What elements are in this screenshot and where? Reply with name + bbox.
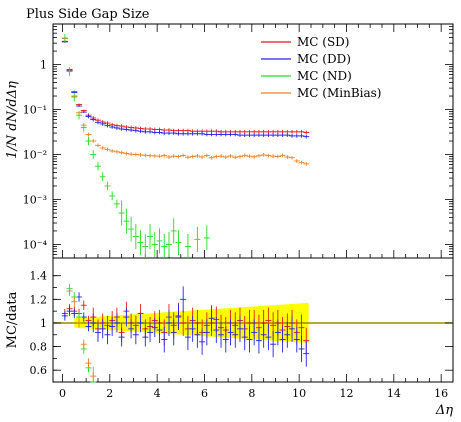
main-series-layer: [61, 34, 310, 258]
x-tick-label: 14: [387, 387, 401, 400]
x-tick-label: 0: [59, 387, 66, 400]
ratio-plot-frame: [52, 257, 454, 383]
ratio-series-nd: [66, 283, 97, 383]
x-tick-label: 6: [201, 387, 208, 400]
series-sd: [61, 40, 310, 135]
x-tick-label: 2: [106, 387, 113, 400]
x-tick-label: 16: [434, 387, 448, 400]
main-y-axis-label: 1/N dN/dΔη: [5, 81, 20, 159]
ratio-series-dd: [61, 286, 310, 367]
ratio-y-tick-label: 0.6: [30, 364, 48, 377]
series-dd: [61, 40, 310, 139]
legend-label-minbias: MC (MinBias): [297, 86, 381, 100]
ratio-series-layer: [61, 283, 310, 383]
chart-title: Plus Side Gap Size: [26, 7, 150, 22]
legend-label-sd: MC (SD): [297, 35, 350, 49]
main-y-tick-label: 10⁻²: [23, 149, 47, 162]
x-axis-label: Δη: [435, 403, 453, 418]
ratio-axes: 0.6 0.8 1 1.2 1.4 0 2 4 6 8 10 12 14 16: [30, 270, 453, 400]
series-nd: [61, 34, 210, 258]
main-y-tick-label: 10⁻⁴: [23, 238, 48, 251]
x-tick-label: 12: [339, 387, 353, 400]
main-plot-frame: [52, 23, 454, 259]
main-y-axis: 10⁻⁴ 10⁻³ 10⁻² 10⁻¹ 1: [23, 23, 453, 259]
x-tick-label: 10: [292, 387, 306, 400]
ratio-y-tick-label: 1.2: [30, 293, 48, 306]
ratio-y-tick-label: 0.8: [30, 341, 48, 354]
legend-label-dd: MC (DD): [297, 52, 351, 66]
main-y-tick-label: 10⁻¹: [23, 104, 47, 117]
x-tick-label: 4: [154, 387, 161, 400]
x-tick-label: 8: [248, 387, 255, 400]
ratio-y-tick-label: 1: [40, 317, 47, 330]
ratio-series-minbias: [66, 286, 97, 382]
ratio-y-tick-label: 1.4: [30, 270, 48, 283]
main-y-tick-label: 10⁻³: [23, 194, 47, 207]
ratio-y-axis-label: MC/data: [5, 291, 20, 348]
legend-label-nd: MC (ND): [297, 69, 352, 83]
series-minbias: [61, 37, 310, 166]
main-y-tick-label: 1: [40, 59, 47, 72]
legend: MC (SD) MC (DD) MC (ND) MC (MinBias): [261, 35, 381, 100]
